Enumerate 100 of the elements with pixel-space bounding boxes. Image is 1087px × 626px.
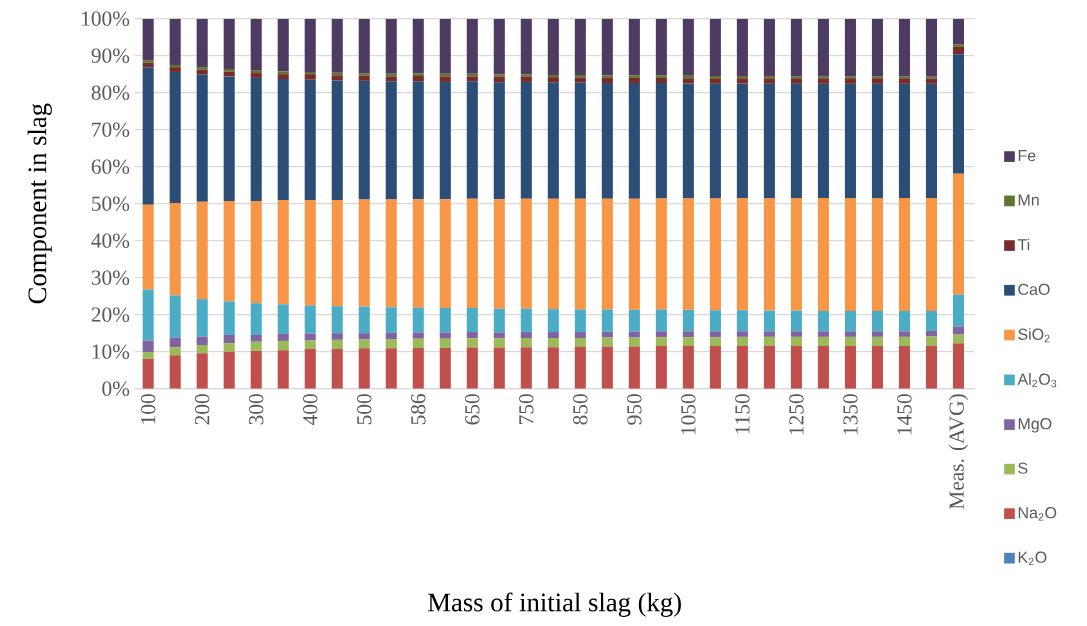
bar (817, 198, 829, 311)
bar (250, 73, 262, 78)
x-tick-label: 1350 (843, 394, 858, 435)
bar (277, 18, 289, 72)
bar (925, 83, 937, 199)
bar (547, 18, 559, 75)
bar (601, 198, 613, 310)
bar (304, 18, 316, 72)
bar (520, 81, 532, 199)
x-tick-label: 650 (465, 394, 480, 425)
legend-label: SiO$_{2}$ (1018, 328, 1050, 343)
bar (277, 304, 289, 334)
bar (601, 83, 613, 199)
x-axis-title: Mass of initial slag (kg) (428, 592, 681, 617)
bar (331, 339, 343, 350)
bar (952, 44, 965, 47)
bar (439, 76, 451, 82)
bar (331, 18, 343, 73)
bar (358, 75, 370, 81)
bar (628, 77, 640, 84)
bar (790, 336, 802, 347)
legend-label: K$_{2}$O (1018, 551, 1047, 566)
bar (520, 18, 532, 75)
bar (493, 347, 505, 389)
bar (520, 308, 532, 333)
bar (547, 332, 559, 338)
y-tick-label: 70% (92, 122, 130, 137)
bar (547, 82, 559, 199)
bar (466, 308, 478, 333)
bar (952, 54, 965, 174)
bar (547, 77, 559, 83)
bar (628, 18, 640, 76)
bar (358, 333, 370, 340)
bar (223, 201, 235, 302)
bar (304, 333, 316, 341)
bar (493, 199, 505, 309)
bar (466, 76, 478, 82)
bar (385, 339, 397, 349)
bar (709, 310, 721, 332)
bar (304, 349, 316, 389)
bar (952, 326, 965, 335)
bar (871, 78, 883, 84)
bar (817, 331, 829, 337)
bar (385, 348, 397, 389)
bar (439, 347, 451, 389)
bar (736, 18, 748, 77)
y-tick-label: 80% (91, 85, 130, 100)
bar (844, 336, 856, 347)
bar (466, 198, 478, 309)
bar (898, 78, 910, 84)
bar (196, 353, 208, 389)
bar (628, 83, 640, 199)
bar (466, 81, 478, 199)
bar (466, 347, 478, 389)
legend-label: Fe (1018, 150, 1036, 162)
x-tick-label: 100 (140, 394, 156, 424)
bar (520, 337, 532, 348)
bar (682, 337, 694, 347)
y-axis-title: Component in slag (27, 103, 52, 304)
bar (601, 346, 613, 389)
bar (871, 83, 883, 199)
bar (817, 346, 829, 389)
bar (493, 18, 505, 75)
bar (898, 83, 910, 199)
bar (142, 18, 154, 61)
bar (574, 346, 586, 389)
bar (871, 18, 883, 77)
bar (736, 336, 748, 347)
bar (925, 198, 937, 311)
y-tick-label: 30% (91, 270, 130, 285)
bar (790, 18, 802, 77)
bar (790, 310, 802, 332)
bar (142, 358, 154, 389)
bar (331, 199, 343, 307)
bar (574, 198, 586, 310)
bar (952, 334, 965, 344)
y-tick-label: 10% (92, 344, 130, 359)
bar (547, 337, 559, 348)
bar (466, 332, 478, 339)
bar (844, 18, 856, 77)
x-tick-label: 750 (519, 394, 534, 424)
bar (655, 337, 667, 347)
bar (331, 349, 343, 389)
bar (709, 18, 721, 77)
bar (223, 301, 235, 336)
bar (655, 18, 667, 76)
bar (169, 347, 181, 356)
bar (250, 201, 262, 304)
bar (196, 299, 208, 337)
bar (358, 73, 370, 76)
bar (844, 198, 856, 311)
bar (682, 346, 694, 389)
bar (763, 83, 775, 199)
bar (601, 331, 613, 338)
bar (898, 310, 910, 332)
bar (493, 82, 505, 200)
bar (358, 339, 370, 349)
bar (412, 76, 424, 82)
bar (412, 332, 424, 339)
bar (817, 18, 829, 77)
